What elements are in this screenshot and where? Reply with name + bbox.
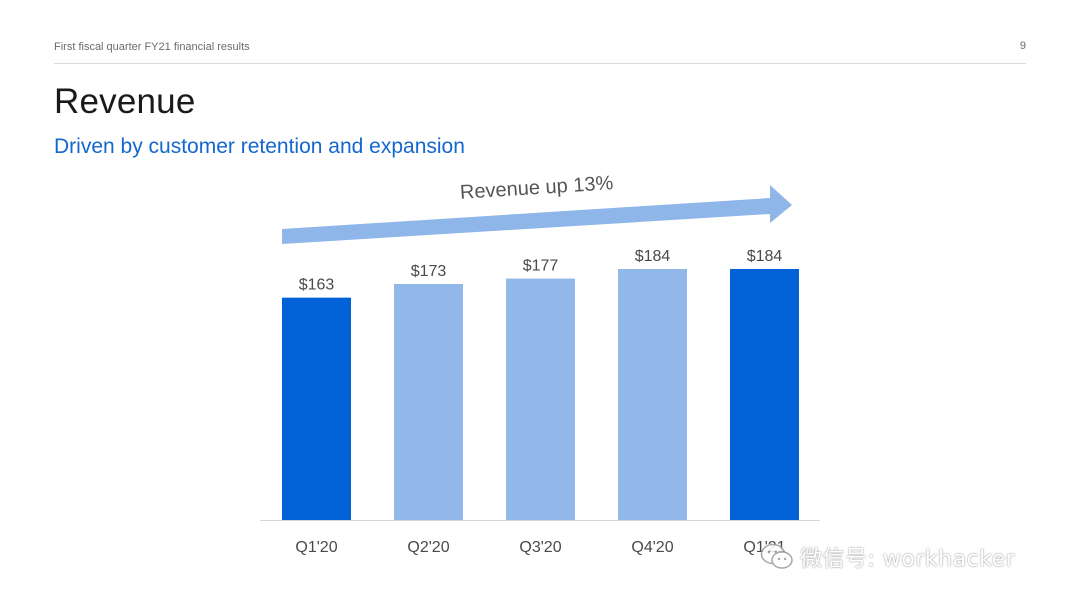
bar-1 <box>282 297 351 520</box>
bar-value-label-1: $163 <box>299 277 335 294</box>
bar-2 <box>394 284 463 520</box>
x-tick-label-3: Q3'20 <box>519 539 561 556</box>
growth-arrow-shape <box>282 185 792 244</box>
watermark: 微信号: workhacker <box>760 541 1015 573</box>
bars <box>282 269 799 520</box>
slide-title: Revenue <box>54 82 196 121</box>
growth-annotation: Revenue up 13% <box>459 172 614 204</box>
bar-value-label-3: $177 <box>523 258 559 275</box>
header-text: First fiscal quarter FY21 financial resu… <box>54 41 250 53</box>
x-tick-label-4: Q4'20 <box>631 539 673 556</box>
header-divider <box>54 63 1026 64</box>
bar-value-label-2: $173 <box>411 263 447 280</box>
bar-3 <box>506 278 575 520</box>
growth-arrow: Revenue up 13% <box>282 172 792 244</box>
bar-value-labels: $163 $173 $177 $184 $184 <box>299 248 783 294</box>
bar-value-label-4: $184 <box>635 248 671 265</box>
page-number: 9 <box>1019 40 1026 52</box>
wechat-icon <box>760 543 793 569</box>
bar-4 <box>618 269 687 520</box>
bar-value-label-5: $184 <box>747 248 783 265</box>
x-tick-label-2: Q2'20 <box>407 539 449 556</box>
bar-5 <box>730 269 799 520</box>
x-tick-label-1: Q1'20 <box>295 539 337 556</box>
slide-subtitle: Driven by customer retention and expansi… <box>54 135 465 158</box>
watermark-text: 微信号: workhacker <box>800 547 1016 572</box>
